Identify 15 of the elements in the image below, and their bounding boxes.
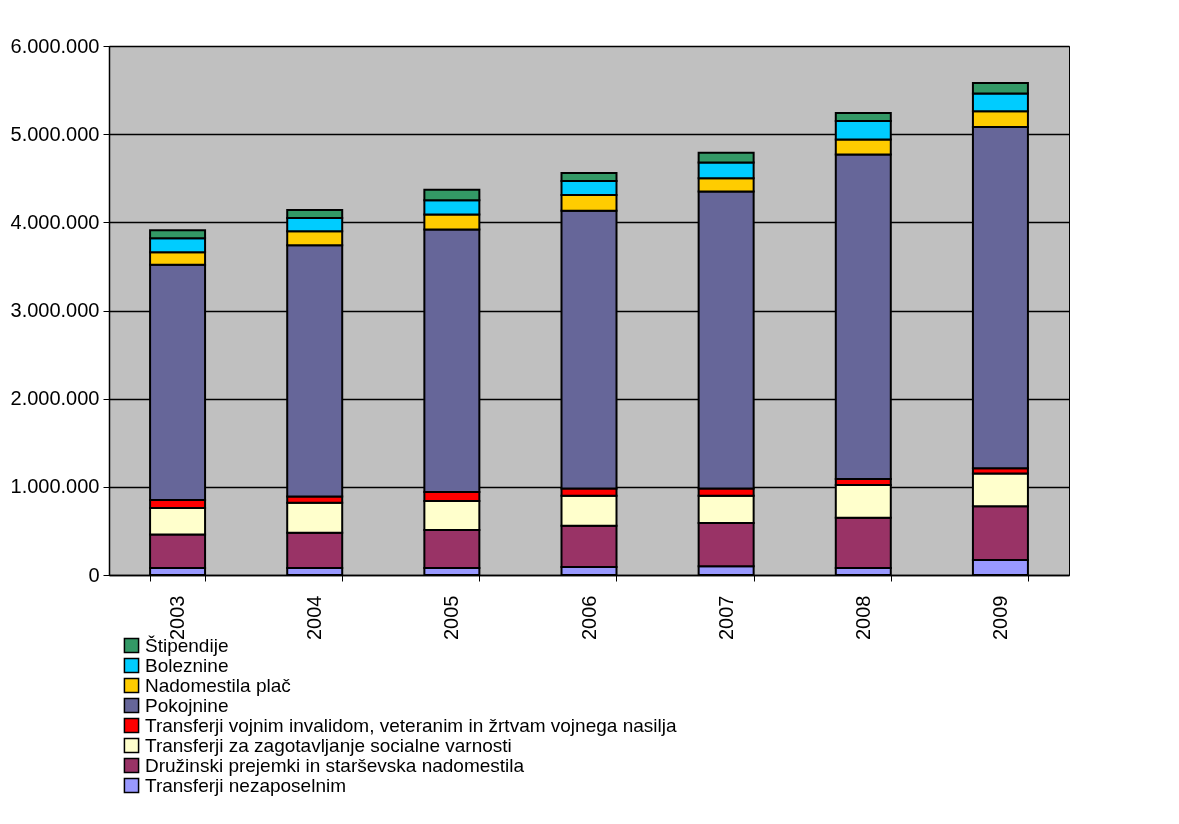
legend-label: Nadomestila plač: [145, 674, 291, 696]
y-tick-label: 3.000.000: [10, 299, 100, 321]
y-tick-label: 6.000.000: [10, 34, 100, 57]
y-tick-label: 2.000.000: [10, 387, 100, 410]
x-tick-label: 2004: [303, 595, 326, 640]
y-tick-label: 1.000.000: [10, 475, 100, 498]
x-tick-label: 2009: [988, 595, 1011, 640]
x-tick-label: 2006: [577, 595, 600, 640]
x-tick-label: 2007: [714, 595, 737, 640]
x-tick-label: 2005: [440, 595, 463, 640]
y-tick-label: 4.000.000: [10, 210, 100, 233]
y-tick-label: 5.000.000: [10, 122, 100, 145]
x-tick-label: 2008: [851, 595, 874, 640]
y-tick-label: 0: [88, 563, 100, 586]
legend-label: Pokojnine: [145, 694, 229, 716]
